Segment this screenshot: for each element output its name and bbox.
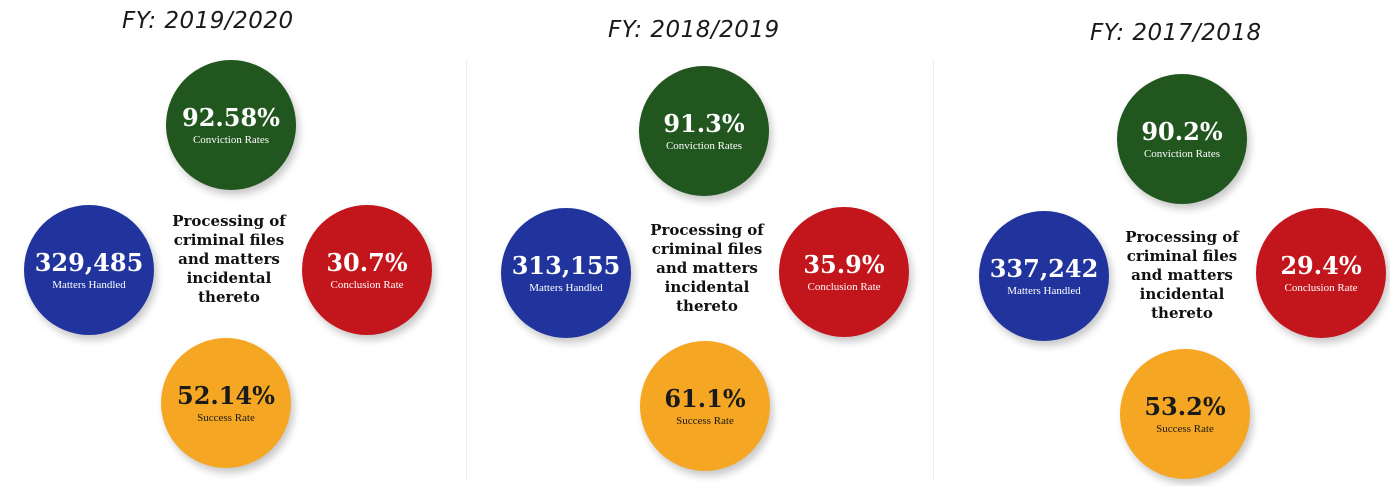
matters-handled-circle: 313,155 Matters Handled bbox=[501, 208, 631, 338]
matters-handled-value: 337,242 bbox=[989, 253, 1099, 283]
conviction-rate-circle: 91.3% Conviction Rates bbox=[639, 66, 769, 196]
center-line: criminal files bbox=[651, 240, 763, 258]
center-line: thereto bbox=[1151, 304, 1213, 322]
center-description: Processing of criminal files and matters… bbox=[1112, 228, 1252, 323]
conviction-rate-label: Conviction Rates bbox=[1143, 147, 1221, 160]
center-line: and matters bbox=[1131, 266, 1233, 284]
center-line: and matters bbox=[178, 250, 280, 268]
panel-divider bbox=[933, 60, 934, 480]
success-rate-label: Success Rate bbox=[676, 414, 734, 427]
center-line: criminal files bbox=[173, 231, 285, 249]
conviction-rate-value: 91.3% bbox=[663, 108, 745, 138]
conviction-rate-value: 92.58% bbox=[182, 102, 280, 132]
matters-handled-label: Matters Handled bbox=[1007, 284, 1081, 297]
panel-divider bbox=[466, 60, 467, 480]
success-rate-circle: 53.2% Success Rate bbox=[1120, 349, 1250, 479]
center-line: and matters bbox=[656, 259, 758, 277]
conclusion-rate-label: Conclusion Rate bbox=[1284, 281, 1358, 294]
conviction-rate-label: Conviction Rates bbox=[192, 133, 270, 146]
center-line: criminal files bbox=[1126, 247, 1238, 265]
conviction-rate-circle: 92.58% Conviction Rates bbox=[166, 60, 296, 190]
center-line: incidental bbox=[1139, 285, 1225, 303]
center-description: Processing of criminal files and matters… bbox=[159, 212, 299, 307]
panel-title: FY: 2019/2020 bbox=[122, 8, 294, 34]
conclusion-rate-circle: 35.9% Conclusion Rate bbox=[779, 207, 909, 337]
panel-title: FY: 2017/2018 bbox=[1090, 20, 1262, 46]
success-rate-circle: 61.1% Success Rate bbox=[640, 341, 770, 471]
conclusion-rate-value: 35.9% bbox=[803, 249, 885, 279]
success-rate-label: Success Rate bbox=[197, 411, 255, 424]
conclusion-rate-circle: 29.4% Conclusion Rate bbox=[1256, 208, 1386, 338]
conclusion-rate-value: 29.4% bbox=[1280, 250, 1362, 280]
center-line: Processing of bbox=[650, 221, 764, 239]
center-line: Processing of bbox=[1125, 228, 1239, 246]
success-rate-circle: 52.14% Success Rate bbox=[161, 338, 291, 468]
conviction-rate-value: 90.2% bbox=[1141, 116, 1223, 146]
panel-fy-2017-2018: FY: 2017/2018 90.2% Conviction Rates 337… bbox=[926, 0, 1389, 486]
conclusion-rate-circle: 30.7% Conclusion Rate bbox=[302, 205, 432, 335]
center-description: Processing of criminal files and matters… bbox=[637, 221, 777, 316]
panel-title: FY: 2018/2019 bbox=[608, 17, 780, 43]
center-line: thereto bbox=[198, 288, 260, 306]
matters-handled-label: Matters Handled bbox=[52, 278, 126, 291]
conclusion-rate-label: Conclusion Rate bbox=[807, 280, 881, 293]
success-rate-label: Success Rate bbox=[1156, 422, 1214, 435]
success-rate-value: 53.2% bbox=[1144, 391, 1226, 421]
matters-handled-label: Matters Handled bbox=[529, 281, 603, 294]
matters-handled-circle: 329,485 Matters Handled bbox=[24, 205, 154, 335]
success-rate-value: 52.14% bbox=[177, 380, 275, 410]
conclusion-rate-value: 30.7% bbox=[326, 247, 408, 277]
center-line: thereto bbox=[676, 297, 738, 315]
panel-fy-2019-2020: FY: 2019/2020 92.58% Conviction Rates 32… bbox=[0, 0, 463, 486]
center-line: incidental bbox=[664, 278, 750, 296]
conviction-rate-circle: 90.2% Conviction Rates bbox=[1117, 74, 1247, 204]
center-line: Processing of bbox=[172, 212, 286, 230]
conclusion-rate-label: Conclusion Rate bbox=[330, 278, 404, 291]
matters-handled-value: 329,485 bbox=[34, 247, 144, 277]
center-line: incidental bbox=[186, 269, 272, 287]
matters-handled-value: 313,155 bbox=[511, 250, 621, 280]
panel-fy-2018-2019: FY: 2018/2019 91.3% Conviction Rates 313… bbox=[463, 0, 926, 486]
matters-handled-circle: 337,242 Matters Handled bbox=[979, 211, 1109, 341]
success-rate-value: 61.1% bbox=[664, 383, 746, 413]
conviction-rate-label: Conviction Rates bbox=[665, 139, 743, 152]
